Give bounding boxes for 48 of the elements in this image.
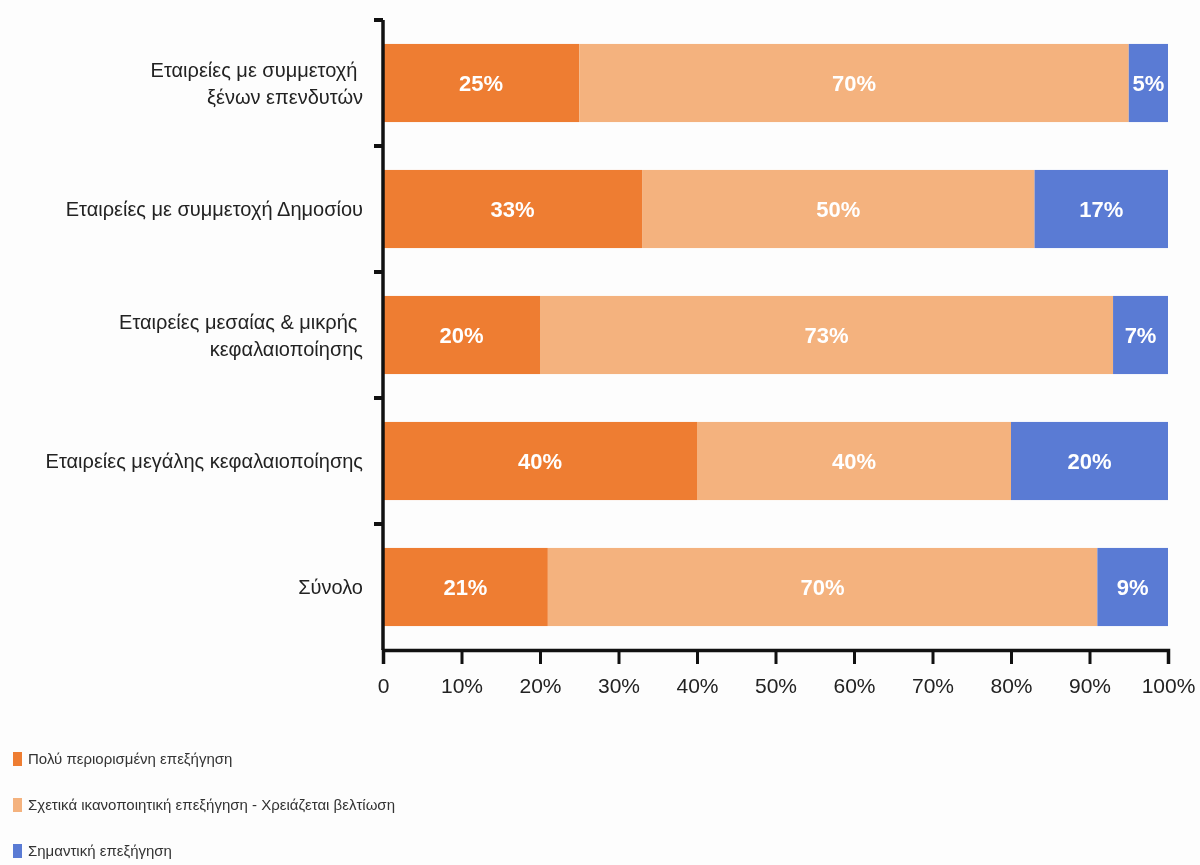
bar xyxy=(383,43,580,123)
bar xyxy=(383,547,548,627)
data-label: 33% xyxy=(490,196,535,222)
x-tick-label: 0 xyxy=(377,673,390,697)
bar xyxy=(1034,169,1168,249)
data-label: 9% xyxy=(1116,574,1149,600)
x-tick-label: 40% xyxy=(676,673,719,697)
bar xyxy=(1011,421,1168,501)
x-tick-label: 50% xyxy=(754,673,798,697)
y-tick-label: Εταιρείες με συμμετοχή ξένων επενδυτών xyxy=(150,58,363,108)
legend-label: Σχετικά ικανοποιητική επεξήγηση - Χρειάζεται βελτίωση xyxy=(28,796,395,814)
data-label: 20% xyxy=(1067,448,1112,474)
x-tick-label: 70% xyxy=(911,673,955,697)
data-label: 70% xyxy=(831,70,877,96)
bar xyxy=(547,547,1098,627)
bar xyxy=(540,295,1114,375)
data-label: 20% xyxy=(439,322,484,348)
bar xyxy=(579,43,1129,123)
y-tick-label: Εταιρείες με συμμετοχή Δημοσίου xyxy=(65,198,363,220)
x-tick-label: 90% xyxy=(1068,673,1112,697)
legend-label: Σημαντική επεξήγηση xyxy=(28,842,172,860)
y-tick-label: Εταιρείες μεσαίας & μικρής κεφαλαιοποίησης xyxy=(119,310,364,360)
data-label: 40% xyxy=(831,448,877,474)
x-tick-label: 100% xyxy=(1141,673,1196,697)
data-label: 73% xyxy=(804,322,849,348)
x-tick-label: 80% xyxy=(990,673,1033,697)
y-tick-label: Σύνολο xyxy=(298,576,363,598)
data-label: 40% xyxy=(517,448,563,474)
data-label: 17% xyxy=(1079,196,1124,222)
data-label: 21% xyxy=(443,574,488,600)
bar xyxy=(642,169,1035,249)
data-label: 5% xyxy=(1132,70,1165,96)
x-tick-label: 20% xyxy=(519,673,562,697)
data-label: 70% xyxy=(800,574,845,600)
data-label: 25% xyxy=(459,70,504,96)
data-label: 50% xyxy=(816,196,861,222)
y-tick-label: Εταιρείες μεγάλης κεφαλαιοποίησης xyxy=(45,450,364,472)
x-tick-label: 10% xyxy=(440,673,484,697)
bar xyxy=(383,421,697,501)
legend-label: Πολύ περιορισμένη επεξήγηση xyxy=(28,750,233,768)
data-label: 7% xyxy=(1124,322,1157,348)
bar xyxy=(697,421,1011,501)
bar xyxy=(1113,295,1168,375)
x-tick-label: 60% xyxy=(833,673,876,697)
x-tick-label: 30% xyxy=(597,673,641,697)
bar xyxy=(383,169,643,249)
bar xyxy=(1097,547,1168,627)
bar xyxy=(383,295,540,375)
